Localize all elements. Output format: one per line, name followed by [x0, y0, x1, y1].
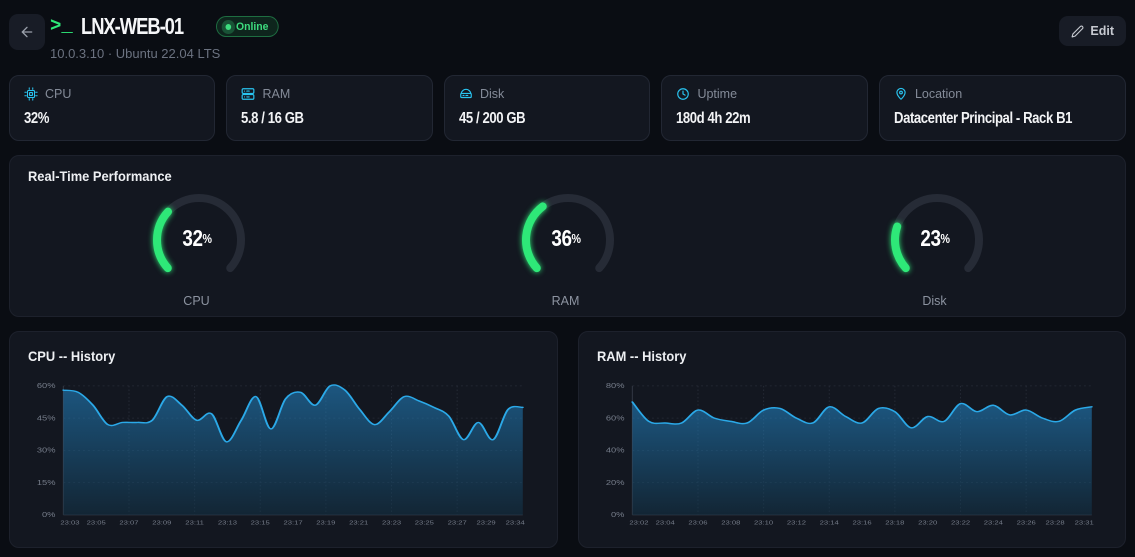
svg-text:23:16: 23:16 [852, 520, 871, 526]
svg-text:45%: 45% [37, 414, 56, 422]
svg-text:23:25: 23:25 [415, 520, 434, 526]
svg-text:23:19: 23:19 [316, 520, 335, 526]
svg-text:60%: 60% [37, 382, 56, 390]
svg-text:23:31: 23:31 [1074, 520, 1093, 526]
svg-text:23:27: 23:27 [448, 520, 467, 526]
svg-text:23:11: 23:11 [185, 520, 204, 526]
svg-text:23:20: 23:20 [918, 520, 937, 526]
svg-text:20%: 20% [605, 479, 624, 487]
svg-text:23:04: 23:04 [655, 520, 674, 526]
svg-text:23:29: 23:29 [476, 520, 495, 526]
svg-text:23:22: 23:22 [950, 520, 969, 526]
svg-text:0%: 0% [611, 511, 625, 519]
svg-text:23:09: 23:09 [152, 520, 171, 526]
svg-text:23:23: 23:23 [382, 520, 401, 526]
svg-text:23:24: 23:24 [983, 520, 1002, 526]
svg-text:23:06: 23:06 [688, 520, 707, 526]
svg-text:23:03: 23:03 [60, 520, 79, 526]
svg-text:30%: 30% [37, 447, 56, 455]
svg-text:23:10: 23:10 [754, 520, 773, 526]
svg-text:23:21: 23:21 [349, 520, 368, 526]
svg-text:40%: 40% [605, 447, 624, 455]
svg-text:23:02: 23:02 [629, 520, 648, 526]
svg-text:23:26: 23:26 [1016, 520, 1035, 526]
svg-text:80%: 80% [605, 382, 624, 390]
svg-text:15%: 15% [37, 479, 56, 487]
svg-text:0%: 0% [42, 511, 56, 519]
svg-text:23:13: 23:13 [218, 520, 237, 526]
svg-text:60%: 60% [605, 414, 624, 422]
svg-text:23:17: 23:17 [283, 520, 302, 526]
svg-text:23:05: 23:05 [87, 520, 106, 526]
svg-text:23:08: 23:08 [721, 520, 740, 526]
svg-text:23:18: 23:18 [885, 520, 904, 526]
svg-text:23:34: 23:34 [506, 520, 525, 526]
svg-text:23:12: 23:12 [786, 520, 805, 526]
svg-text:23:07: 23:07 [119, 520, 138, 526]
svg-text:23:15: 23:15 [251, 520, 270, 526]
svg-text:23:14: 23:14 [819, 520, 838, 526]
svg-text:23:28: 23:28 [1045, 520, 1064, 526]
